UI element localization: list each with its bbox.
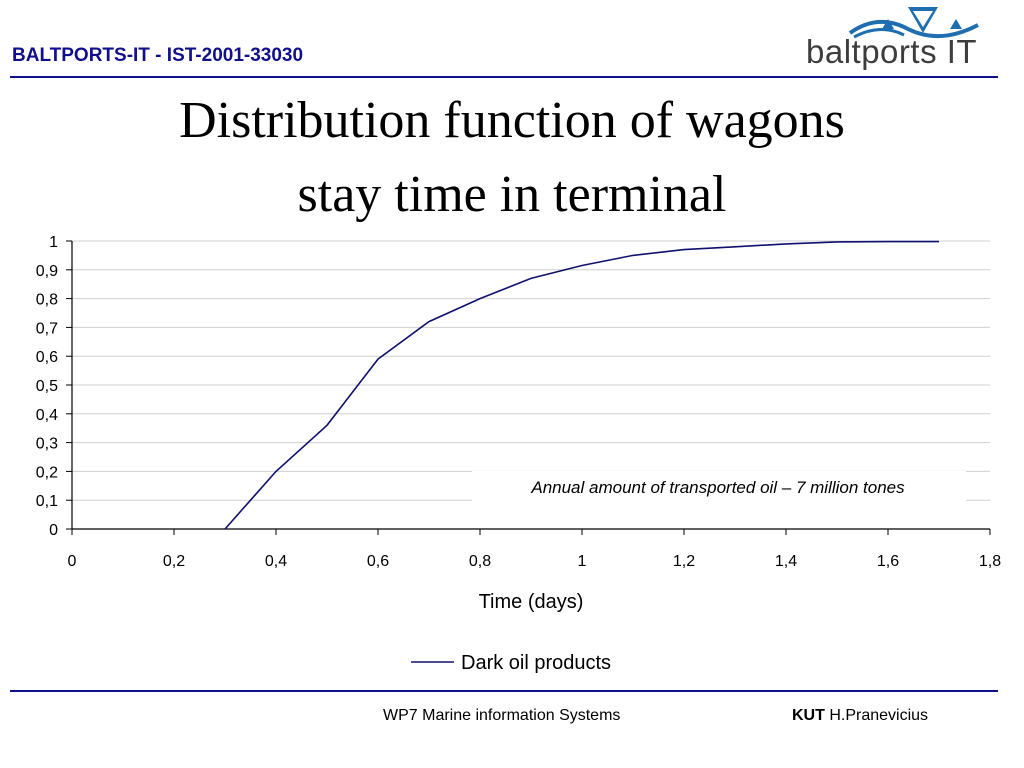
y-tick-label: 0,6 [36, 349, 58, 366]
x-tick-label: 1,2 [673, 553, 695, 570]
y-tick-label: 0,3 [36, 436, 58, 453]
logo-wave-icon [848, 7, 979, 39]
x-tick-label: 1,8 [979, 553, 1001, 570]
x-tick-label: 0,6 [367, 553, 389, 570]
y-tick-label: 0,1 [36, 493, 58, 510]
y-tick-label: 0,9 [36, 263, 58, 280]
x-tick-label: 0 [68, 553, 77, 570]
legend-label: Dark oil products [461, 652, 611, 674]
slide-title: Distribution function of wagons stay tim… [0, 84, 1024, 232]
y-tick-label: 0,5 [36, 378, 58, 395]
y-tick-label: 0,4 [36, 407, 58, 424]
footer-author: H.Pranevicius [829, 707, 929, 724]
footer-divider [10, 690, 998, 692]
y-tick-label: 0,8 [36, 292, 58, 309]
footer-workpackage: WP7 Marine information Systems [383, 707, 621, 724]
x-tick-label: 1 [578, 553, 587, 570]
chart-annotation: Annual amount of transported oil – 7 mil… [530, 478, 905, 497]
y-tick-label: 0,7 [36, 320, 58, 337]
x-tick-label: 1,4 [775, 553, 797, 570]
header-divider [10, 76, 998, 78]
distribution-chart: 0 0,1 0,2 0,3 0,4 0,5 0,6 0,7 0,8 0,9 1 0 0,2 0,4 0,6… [36, 234, 1002, 674]
annotation-background [472, 471, 966, 501]
grid-lines [72, 240, 990, 501]
x-tick-label: 0,2 [163, 553, 185, 570]
x-tick-label: 1,6 [877, 553, 899, 570]
x-axis-label: Time (days) [479, 591, 584, 613]
slide-title-line-2: stay time in terminal [297, 166, 727, 223]
y-tick-labels: 0 0,1 0,2 0,3 0,4 0,5 0,6 0,7 0,8 0,9 1 [36, 234, 58, 539]
y-tick-label: 1 [49, 234, 58, 251]
x-tick-labels: 0 0,2 0,4 0,6 0,8 1 1,2 1,4 1,6 1,8 [68, 553, 1002, 570]
footer-credit: KUT H.Pranevicius [792, 707, 928, 725]
footer-org: KUT [792, 707, 825, 724]
slide-title-line-1: Distribution function of wagons [179, 92, 845, 149]
x-tick-label: 0,8 [469, 553, 491, 570]
y-tick-label: 0,2 [36, 464, 58, 481]
series-line-dark-oil-products [224, 240, 939, 530]
x-tick-label: 0,4 [265, 553, 287, 570]
series-lines [224, 240, 939, 530]
logo-text: baltports IT [806, 33, 978, 70]
y-tick-label: 0 [49, 522, 58, 539]
project-title: BALTPORTS-IT - IST-2001-33030 [12, 45, 304, 66]
